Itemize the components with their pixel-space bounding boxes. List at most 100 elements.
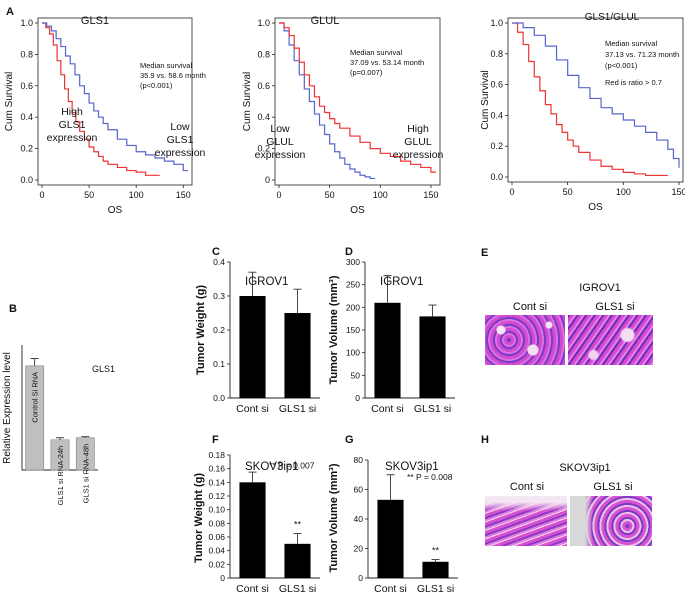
y-tick-label-C: 0.0 bbox=[213, 393, 225, 403]
histology-image-skov3ip1-gls1 bbox=[570, 496, 652, 546]
category-label-B: GLS1 si RNA-48h bbox=[81, 444, 90, 504]
y-tick-label-F: 0.10 bbox=[208, 505, 225, 515]
km-annotation-A3: GLS1/GLUL bbox=[585, 12, 640, 23]
chart-title-A1: GLS1 bbox=[81, 15, 109, 27]
group-label-A1-high: expression bbox=[47, 132, 98, 144]
y-axis-label-F: Tumor Weight (g) bbox=[193, 473, 205, 563]
category-label-C: Cont si bbox=[236, 403, 269, 415]
panel-letter-g: G bbox=[345, 434, 354, 446]
y-tick-label-A1: 0.4 bbox=[20, 112, 33, 122]
y-tick-label-D: 0 bbox=[355, 393, 360, 403]
panel-letter-h: H bbox=[481, 434, 489, 446]
y-tick-label-G: 80 bbox=[354, 455, 364, 465]
y-tick-label-F: 0.04 bbox=[208, 546, 225, 556]
y-tick-label-A2: 0.6 bbox=[257, 81, 270, 91]
y-tick-label-A1: 0.6 bbox=[20, 81, 33, 91]
category-label-F: GLS1 si bbox=[279, 583, 316, 595]
y-tick-label-A3: 0.0 bbox=[490, 172, 503, 182]
y-tick-label-A3: 1.0 bbox=[490, 18, 503, 28]
y-tick-label-D: 200 bbox=[346, 302, 360, 312]
chart-title-B: GLS1 bbox=[92, 364, 115, 374]
x-tick-label-A3: 150 bbox=[671, 187, 685, 197]
y-axis-label-A2: Cum Survival bbox=[242, 72, 253, 131]
y-tick-label-C: 0.2 bbox=[213, 325, 225, 335]
y-axis-label-G: Tumor Volume (mm³) bbox=[328, 463, 340, 572]
category-label-F: Cont si bbox=[236, 583, 269, 595]
bar-G-0 bbox=[377, 500, 403, 578]
y-tick-label-C: 0.3 bbox=[213, 291, 225, 301]
y-axis-label-D: Tumor Volume (mm³) bbox=[328, 275, 340, 384]
y-axis-label-B: Relative Expression level bbox=[2, 352, 13, 464]
x-tick-label-A2: 50 bbox=[325, 190, 335, 200]
y-tick-label-G: 20 bbox=[354, 544, 364, 554]
x-axis-label-A1: OS bbox=[108, 205, 123, 216]
y-tick-label-G: 0 bbox=[358, 573, 363, 583]
y-tick-label-F: 0.18 bbox=[208, 450, 225, 460]
y-tick-label-F: 0.02 bbox=[208, 559, 225, 569]
y-tick-label-A3: 0.4 bbox=[490, 110, 503, 120]
category-label-G: GLS1 si bbox=[417, 583, 454, 595]
bar-D-0 bbox=[374, 303, 400, 398]
y-tick-label-A2: 0 bbox=[265, 175, 270, 185]
bar-D-1 bbox=[419, 316, 445, 398]
y-tick-label-A3: 0.2 bbox=[490, 141, 503, 151]
bar-F-0 bbox=[239, 482, 265, 578]
y-tick-label-A3: 0.6 bbox=[490, 80, 503, 90]
significance-p-G: ** P = 0.008 bbox=[407, 472, 453, 482]
group-label-A2-high: High bbox=[407, 123, 429, 135]
panel-letter-f: F bbox=[212, 434, 219, 446]
y-tick-label-D: 150 bbox=[346, 325, 360, 335]
group-label-A2-high: expression bbox=[393, 149, 444, 161]
km-annotation-A2: (p=0.007) bbox=[350, 68, 383, 77]
y-tick-label-D: 250 bbox=[346, 280, 360, 290]
category-label-D: Cont si bbox=[371, 403, 404, 415]
x-axis-label-A2: OS bbox=[350, 205, 365, 216]
y-tick-label-A3: 0.8 bbox=[490, 49, 503, 59]
y-tick-label-F: 0.08 bbox=[208, 518, 225, 528]
x-tick-label-A2: 150 bbox=[423, 190, 438, 200]
km-annotation-A2: Median survival bbox=[350, 48, 402, 57]
x-axis-label-A3: OS bbox=[588, 202, 603, 213]
group-label-A1-high: GLS1 bbox=[59, 119, 86, 131]
x-tick-label-A1: 50 bbox=[84, 190, 94, 200]
group-label-A2-high: GLUL bbox=[404, 136, 432, 148]
km-annotation-A1: (p<0.001) bbox=[140, 81, 173, 90]
bar-C-0 bbox=[239, 296, 265, 398]
group-label-A2-low: Low bbox=[270, 123, 290, 135]
x-tick-label-A3: 50 bbox=[563, 187, 573, 197]
km-curve-A1-red bbox=[42, 23, 160, 175]
y-tick-label-C: 0.4 bbox=[213, 257, 225, 267]
category-label-B: GLS1 si RNA-24h bbox=[56, 446, 65, 506]
bar-F-1 bbox=[284, 544, 310, 578]
y-tick-label-D: 300 bbox=[346, 257, 360, 267]
panel-h-title: SKOV3ip1 bbox=[545, 462, 625, 474]
y-tick-label-F: 0.12 bbox=[208, 491, 225, 501]
group-label-A2-low: GLUL bbox=[266, 136, 294, 148]
significance-stars-G: ** bbox=[432, 546, 440, 556]
y-axis-label-A1: Cum Survival bbox=[4, 72, 15, 131]
bar-G-1 bbox=[422, 562, 448, 578]
group-label-A2-low: expression bbox=[255, 149, 306, 161]
panel-e-label-cont: Cont si bbox=[500, 301, 560, 313]
y-tick-label-A1: 0.0 bbox=[20, 175, 33, 185]
x-tick-label-A2: 100 bbox=[373, 190, 388, 200]
km-annotation-A3: Median survival bbox=[605, 39, 657, 48]
km-annotation-A3: Red is ratio > 0.7 bbox=[605, 78, 662, 87]
panel-h-label-gls1: GLS1 si bbox=[583, 481, 643, 493]
y-tick-label-C: 0.1 bbox=[213, 359, 225, 369]
x-tick-label-A1: 100 bbox=[129, 190, 144, 200]
x-tick-label-A3: 100 bbox=[616, 187, 631, 197]
y-axis-label-A3: Cum Survival bbox=[480, 70, 491, 129]
panel-e-title: IGROV1 bbox=[560, 282, 640, 294]
panel-letter-b: B bbox=[9, 303, 17, 315]
chart-title-C: IGROV1 bbox=[245, 276, 288, 288]
km-annotation-A3: (p<0.001) bbox=[605, 61, 638, 70]
group-label-A1-high: High bbox=[61, 106, 83, 118]
panel-e-label-gls1: GLS1 si bbox=[585, 301, 645, 313]
category-label-G: Cont si bbox=[374, 583, 407, 595]
category-label-B: Control Si RNA bbox=[31, 372, 40, 423]
panel-letter-e: E bbox=[481, 247, 488, 259]
panel-letter-a: A bbox=[6, 6, 14, 18]
y-tick-label-A1: 0.2 bbox=[20, 144, 33, 154]
group-label-A1-low: Low bbox=[170, 121, 190, 133]
